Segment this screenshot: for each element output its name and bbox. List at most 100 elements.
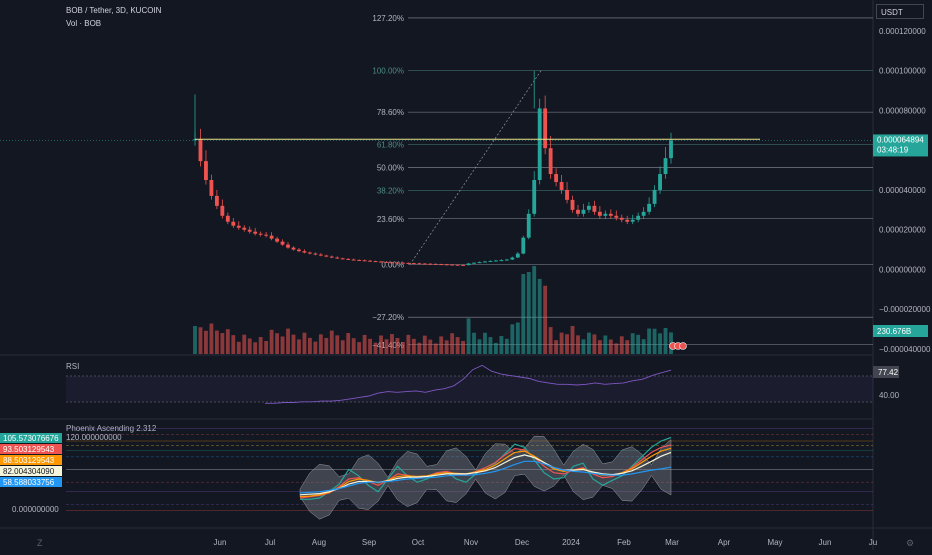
volume-bar: [313, 341, 318, 354]
current-price-value: 0.000064894: [877, 135, 924, 144]
price-tick: 0.000100000: [879, 67, 926, 76]
candle-body: [483, 261, 487, 263]
candle-countdown: 03:48:19: [877, 145, 909, 154]
candle-body: [324, 255, 329, 257]
candle-body: [340, 258, 345, 260]
volume-bar: [603, 335, 608, 354]
currency-selector[interactable]: USDT: [876, 4, 924, 19]
fib-level-label: −27.20%: [372, 313, 404, 322]
candle-body: [636, 215, 641, 220]
candle-body: [379, 261, 383, 263]
candle-body: [630, 219, 635, 222]
candle-body: [236, 225, 241, 228]
volume-bar: [537, 278, 542, 354]
volume-bar: [400, 341, 405, 354]
candle-body: [422, 263, 427, 265]
candle-body: [669, 140, 673, 159]
candle-body: [209, 180, 214, 196]
fib-trend-line: [409, 70, 542, 265]
zoom-icon[interactable]: Z: [37, 538, 43, 548]
candle-body: [625, 219, 630, 222]
price-tick: −0.000040000: [879, 345, 931, 354]
current-price-badge: [873, 134, 928, 157]
candle-body: [652, 189, 657, 204]
volume-bar: [225, 329, 230, 354]
volume-bar: [433, 343, 438, 354]
candle-body: [504, 259, 509, 261]
phoenix-badge-value: 93.503129543: [3, 445, 55, 454]
candle-body: [220, 205, 225, 216]
candle-body: [428, 263, 433, 265]
fib-level-label: 38.20%: [377, 186, 404, 195]
volume-bar: [526, 272, 531, 354]
candle-body: [400, 262, 405, 264]
phoenix-tick-zero: 0.000000000: [12, 505, 59, 514]
volume-bar: [242, 334, 247, 354]
volume-bar: [198, 327, 203, 354]
phoenix-badge-value: 82.004304090: [3, 467, 55, 476]
candle-body: [641, 211, 646, 216]
phoenix-badge-value: 105.573076676: [3, 434, 59, 443]
volume-bar: [625, 340, 630, 354]
volume-bar: [658, 333, 662, 354]
settings-icon[interactable]: ⚙: [906, 538, 915, 548]
candle-body: [351, 259, 356, 261]
time-tick: Aug: [312, 538, 326, 547]
volume-bar: [521, 274, 526, 354]
volume-bar: [559, 332, 564, 354]
volume-bar: [597, 340, 602, 354]
volume-bar: [340, 340, 345, 354]
candle-body: [603, 213, 608, 216]
volume-bar: [472, 332, 476, 354]
volume-title: Vol · BOB: [66, 19, 102, 28]
volume-bar: [204, 330, 208, 354]
candle-body: [318, 254, 323, 256]
rsi-band: [66, 376, 873, 402]
candle-body: [302, 251, 307, 253]
candle-body: [488, 260, 493, 262]
volume-bar: [504, 338, 509, 354]
candle-body: [444, 264, 449, 266]
time-tick: Dec: [515, 538, 529, 547]
candle-body: [619, 217, 624, 220]
price-tick: 0.000040000: [879, 186, 926, 195]
volume-bar: [209, 323, 214, 354]
phoenix-badge: [0, 455, 62, 465]
candle-body: [307, 252, 312, 254]
candle-body: [242, 227, 247, 230]
phoenix-badge-value: 58.588033756: [3, 478, 55, 487]
volume-bar: [335, 335, 340, 354]
volume-bar: [302, 332, 307, 354]
volume-bar: [247, 338, 252, 354]
volume-bar: [291, 334, 296, 354]
phoenix-badge-value: 88.503129543: [3, 456, 55, 465]
volume-bar: [647, 328, 652, 354]
volume-bar: [636, 334, 641, 354]
volume-bar: [275, 333, 279, 354]
phoenix-badge: [0, 477, 62, 487]
candle-body: [198, 139, 203, 162]
volume-bar: [548, 327, 553, 354]
volume-bar: [346, 333, 351, 354]
volume-bar: [515, 322, 520, 354]
rsi-line: [265, 364, 672, 404]
volume-bar: [532, 266, 537, 354]
candle-body: [554, 174, 559, 182]
volume-bar: [236, 341, 241, 354]
candle-body: [608, 213, 613, 216]
volume-bar: [422, 335, 427, 354]
candle-body: [231, 221, 236, 226]
candle-body: [417, 263, 422, 265]
candle-body: [225, 215, 230, 222]
candle-body: [576, 209, 580, 214]
time-tick: Sep: [362, 538, 377, 547]
time-tick: Mar: [665, 538, 679, 547]
time-tick: Jul: [265, 538, 275, 547]
candle-body: [647, 203, 652, 212]
candle-body: [597, 211, 602, 216]
candle-body: [439, 264, 444, 266]
time-tick: May: [767, 538, 782, 547]
volume-bar: [231, 335, 236, 354]
